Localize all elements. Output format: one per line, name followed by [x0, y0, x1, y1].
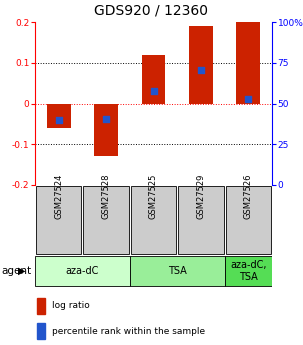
- Bar: [94, 104, 118, 157]
- Text: GSM27528: GSM27528: [102, 173, 111, 219]
- Bar: [236, 22, 260, 104]
- Point: [104, 116, 108, 122]
- Text: GSM27524: GSM27524: [54, 173, 63, 219]
- Bar: [37, 298, 45, 314]
- Bar: [37, 323, 45, 339]
- Text: percentile rank within the sample: percentile rank within the sample: [52, 326, 205, 335]
- Point: [198, 67, 203, 73]
- Text: aza-dC: aza-dC: [66, 266, 99, 276]
- Bar: [189, 26, 213, 103]
- Point: [246, 97, 251, 102]
- Bar: [131, 186, 176, 254]
- Text: ▶: ▶: [18, 266, 26, 276]
- Text: GSM27526: GSM27526: [244, 173, 253, 219]
- Bar: [35, 256, 130, 286]
- Bar: [142, 55, 165, 104]
- Text: GDS920 / 12360: GDS920 / 12360: [95, 4, 208, 18]
- Bar: [83, 186, 129, 254]
- Point: [151, 89, 156, 94]
- Bar: [47, 104, 71, 128]
- Text: agent: agent: [2, 266, 32, 276]
- Text: GSM27529: GSM27529: [196, 173, 205, 219]
- Bar: [130, 256, 225, 286]
- Bar: [225, 256, 272, 286]
- Bar: [225, 186, 271, 254]
- Bar: [36, 186, 82, 254]
- Text: aza-dC,
TSA: aza-dC, TSA: [230, 260, 267, 282]
- Text: log ratio: log ratio: [52, 302, 89, 310]
- Point: [56, 117, 61, 122]
- Text: TSA: TSA: [168, 266, 187, 276]
- Bar: [178, 186, 224, 254]
- Text: GSM27525: GSM27525: [149, 173, 158, 219]
